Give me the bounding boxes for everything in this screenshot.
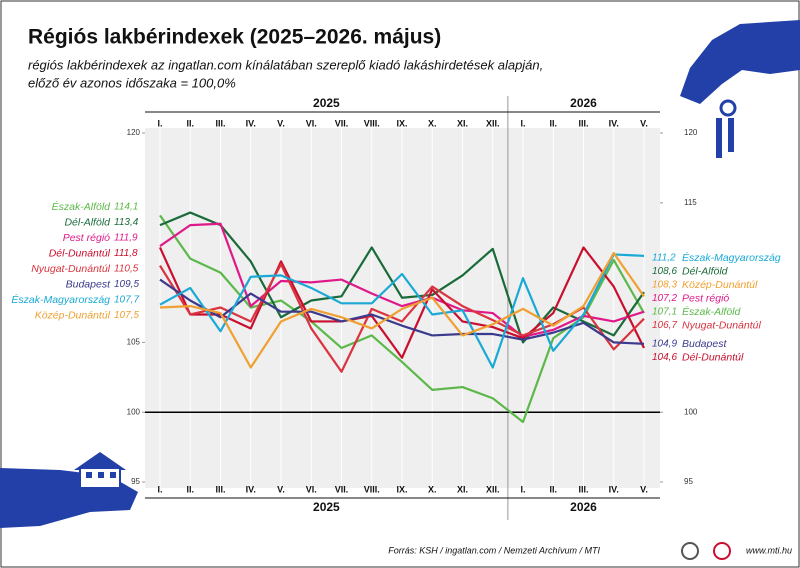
logo xyxy=(681,542,699,560)
keys-illustration xyxy=(680,20,800,158)
x-tick-label: IV. xyxy=(246,118,256,128)
year-label: 2026 xyxy=(570,500,597,514)
year-label: 2025 xyxy=(313,96,340,110)
legend-name: Pest régió xyxy=(63,232,110,244)
x-tick-label: XII. xyxy=(486,484,500,494)
x-tick-label: V. xyxy=(640,484,648,494)
value-label: 107,2 xyxy=(652,293,677,304)
x-tick-label: IV. xyxy=(246,484,256,494)
x-tick-label: III. xyxy=(215,118,225,128)
legend-name: Közép-Dunántúl xyxy=(35,309,111,321)
series-line xyxy=(159,211,645,344)
x-tick-label: I. xyxy=(520,484,525,494)
value-label: 107,7 xyxy=(114,295,139,306)
series-line xyxy=(159,278,645,345)
x-tick-label: II. xyxy=(549,484,557,494)
x-tick-label: I. xyxy=(520,118,525,128)
legend-name: Nyugat-Dunántúl xyxy=(682,319,761,331)
year-label: 2026 xyxy=(570,96,597,110)
x-tick-label: V. xyxy=(277,118,285,128)
x-tick-label: IV. xyxy=(609,484,619,494)
x-tick-label: XI. xyxy=(457,118,468,128)
value-label: 110,5 xyxy=(114,264,139,275)
legend-name: Dél-Dunántúl xyxy=(682,351,744,363)
y2-tick-label: 120 xyxy=(684,128,698,137)
value-label: 109,5 xyxy=(114,279,139,290)
legend-name: Észak-Alföld xyxy=(52,200,112,213)
legend-name: Észak-Magyarország xyxy=(682,251,781,264)
value-label: 111,9 xyxy=(114,233,138,244)
legend-name: Észak-Magyarország xyxy=(11,293,110,306)
x-tick-label: II. xyxy=(549,118,557,128)
year-label: 2025 xyxy=(313,500,340,514)
series-line xyxy=(159,251,645,369)
source: Forrás: KSH / ingatlan.com / Nemzeti Arc… xyxy=(388,545,600,555)
value-label: 106,7 xyxy=(652,320,677,331)
value-label: 113,4 xyxy=(114,217,139,228)
chart-title: Régiós lakbérindexek (2025–2026. május) xyxy=(28,26,441,49)
x-tick-label: V. xyxy=(640,118,648,128)
x-tick-label: VIII. xyxy=(364,118,380,128)
y2-tick-label: 115 xyxy=(684,198,697,207)
legend-name: Dél-Alföld xyxy=(64,216,111,228)
legend-name: Dél-Alföld xyxy=(682,265,729,277)
value-label: 108,3 xyxy=(652,280,677,291)
series-line xyxy=(159,253,645,369)
logo xyxy=(713,542,731,560)
x-tick-label: VII. xyxy=(335,118,349,128)
x-tick-label: II. xyxy=(186,484,194,494)
x-tick-label: IX. xyxy=(396,484,407,494)
value-label: 104,6 xyxy=(652,352,677,363)
y2-tick-label: 95 xyxy=(684,477,693,486)
x-tick-label: V. xyxy=(277,484,285,494)
value-label: 104,9 xyxy=(652,339,677,350)
series-line xyxy=(158,246,645,359)
website: www.mti.hu xyxy=(746,545,792,555)
x-tick-label: III. xyxy=(578,118,588,128)
y2-tick-label: 100 xyxy=(684,407,698,416)
x-tick-label: I. xyxy=(157,484,162,494)
value-label: 114,1 xyxy=(114,202,138,213)
series-line xyxy=(159,222,645,338)
x-tick-label: VI. xyxy=(306,484,317,494)
value-label: 107,5 xyxy=(114,310,139,321)
x-tick-label: X. xyxy=(428,484,437,494)
legend-name: Dél-Dunántúl xyxy=(49,247,111,259)
value-label: 111,8 xyxy=(114,248,138,259)
x-tick-label: IV. xyxy=(609,118,619,128)
x-tick-label: IX. xyxy=(396,118,407,128)
value-label: 108,6 xyxy=(652,266,677,277)
x-tick-label: II. xyxy=(186,118,194,128)
y-tick-label: 105 xyxy=(127,338,141,347)
y-tick-label: 120 xyxy=(127,128,141,137)
legend-name: Budapest xyxy=(682,338,727,350)
y-tick-label: 100 xyxy=(127,407,141,416)
legend-name: Közép-Dunántúl xyxy=(682,279,758,291)
x-tick-label: XI. xyxy=(457,484,468,494)
legend-name: Nyugat-Dunántúl xyxy=(31,263,110,275)
subtitle: előző év azonos időszaka = 100,0% xyxy=(28,75,236,90)
legend-name: Budapest xyxy=(66,278,111,290)
x-tick-label: I. xyxy=(157,118,162,128)
x-tick-label: VII. xyxy=(335,484,349,494)
legend-name: Pest régió xyxy=(682,292,729,304)
x-tick-label: VI. xyxy=(306,118,317,128)
value-label: 107,1 xyxy=(652,307,677,318)
x-tick-label: III. xyxy=(578,484,588,494)
subtitle: régiós lakbérindexek az ingatlan.com kín… xyxy=(28,57,543,72)
house-illustration xyxy=(0,452,138,528)
x-tick-label: III. xyxy=(215,484,225,494)
x-tick-label: VIII. xyxy=(364,484,380,494)
value-label: 111,2 xyxy=(652,253,676,264)
legend-name: Észak-Alföld xyxy=(682,305,742,318)
y-tick-label: 95 xyxy=(131,477,140,486)
x-tick-label: X. xyxy=(428,118,437,128)
x-tick-label: XII. xyxy=(486,118,500,128)
